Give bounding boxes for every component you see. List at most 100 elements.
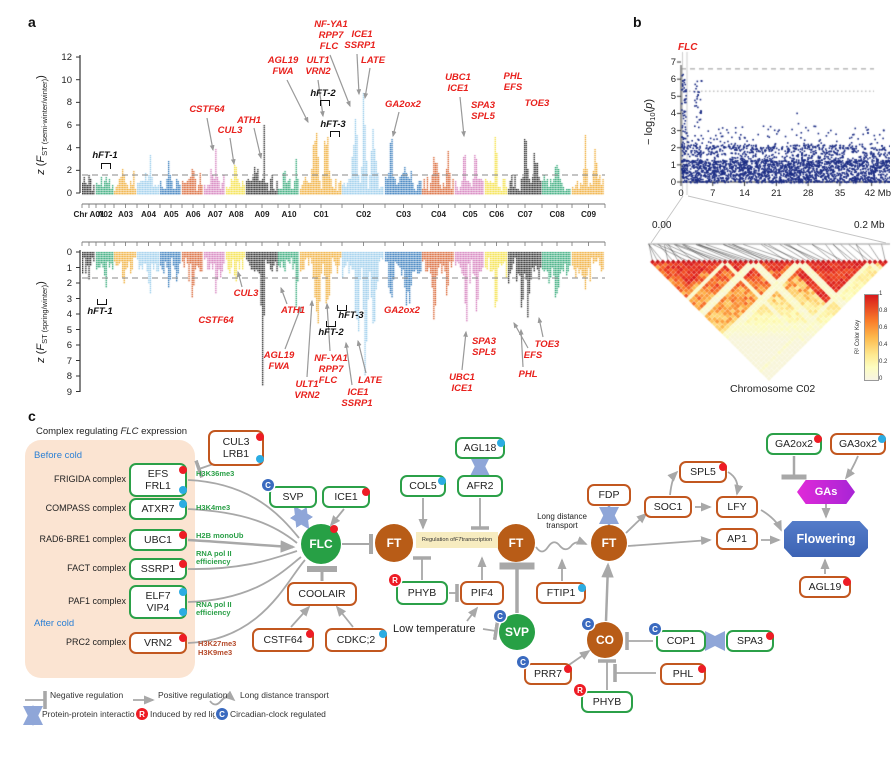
gwas-x-tick-label: 42 Mb [864, 188, 891, 199]
phyb-2: PHYB [581, 691, 633, 713]
gene-label-bottom: SPA3 [471, 336, 497, 347]
gwas-x-tick-label: 21 [771, 188, 782, 199]
ubc1: UBC1 [129, 529, 187, 551]
cop1-badge: C [649, 623, 661, 635]
gene-label-bottom: hFT-2 [318, 327, 344, 338]
ann-h3k36me3: H3K36me3 [196, 469, 235, 478]
cul3-lrb1-dot [256, 433, 264, 441]
cop1: COP1 [656, 630, 706, 652]
spl5-dot [719, 463, 727, 471]
frigida-complex-label: FRIGIDA complex [53, 474, 126, 484]
pp-interaction-arrow [289, 505, 314, 530]
efs-frl1: EFS FRL1 [129, 463, 187, 497]
gas: GAs [797, 480, 855, 504]
gene-label-top: EFS [503, 82, 523, 93]
fst-bottom-tick-label: 3 [66, 293, 72, 305]
positive-regulation-arrow [601, 562, 614, 622]
ga2ox2: GA2ox2 [766, 433, 822, 455]
ubc1-dot [179, 531, 187, 539]
panel-a-label: a [28, 14, 36, 30]
legend-label: Negative regulation [50, 690, 124, 700]
long-distance-label-1: Long distance [537, 512, 587, 521]
gwas-y-tick-label: 0 [670, 177, 676, 188]
fst-bottom-tick-label: 7 [66, 355, 72, 367]
gene-label-top: FLC [319, 41, 339, 52]
gene-label-bottom: SSRP1 [341, 398, 373, 409]
paf1-complex-label: PAF1 complex [68, 596, 126, 606]
fst-top-tick-label: 10 [61, 74, 72, 86]
gene-label-top: CSTF64 [189, 104, 225, 115]
gene-label-bottom: TOE3 [534, 339, 560, 350]
co: CO [587, 622, 623, 658]
after-cold: After cold [34, 618, 75, 629]
spa3-box-dot [766, 632, 774, 640]
prc2-complex-label: PRC2 complex [65, 637, 126, 647]
atxr7-dot [179, 500, 187, 508]
ld-start-coordinate: 0.00 [652, 220, 672, 231]
gwas-axis-label: − log10(p) [642, 99, 658, 145]
afr2: AFR2 [457, 475, 503, 497]
elf7-vip4: ELF7 VIP4 [129, 585, 187, 619]
gene-label-bottom: CUL3 [233, 288, 259, 299]
co-badge: C [582, 618, 594, 630]
svp-box: SVP [269, 486, 317, 508]
gene-label-bottom: GA2ox2 [384, 305, 420, 316]
positive-regulation-arrow [627, 536, 712, 547]
elf7-vip4-dot [179, 588, 187, 596]
gene-bracket [101, 163, 111, 169]
gene-label-top: RPP7 [318, 30, 344, 41]
legend-label: Positive regulation [158, 690, 228, 700]
gwas-x-tick-label: 14 [739, 188, 750, 199]
spa3-box: SPA3 [726, 630, 774, 652]
gene-label-bottom: ICE1 [451, 383, 473, 394]
gwas-x-tick-label: 0 [678, 188, 684, 199]
vrn2-dot [179, 634, 187, 642]
ann-h3k4me3: H3K4me3 [196, 503, 231, 512]
positive-regulation-arrow [535, 536, 588, 553]
gene-bracket [330, 131, 340, 137]
fst-bottom-tick-label: 5 [66, 324, 72, 336]
chrom-axis-label: A10 [281, 210, 297, 219]
gene-label-bottom: LATE [357, 375, 383, 386]
positive-regulation-arrow [290, 605, 311, 628]
gwas-y-tick-label: 4 [670, 108, 676, 120]
ld-end-coordinate: 0.2 Mb [854, 220, 885, 231]
gene-label-bottom: EFS [523, 350, 543, 361]
ann-h2b-monoub: H2B monoUb [196, 531, 244, 540]
cstf64-box: CSTF64 [252, 628, 314, 652]
r2-key-tick-label: 0.8 [879, 308, 888, 314]
ann-rna-pol-2b: efficiency [196, 608, 231, 617]
gene-label-top: ATH1 [236, 115, 262, 126]
flc: FLC [301, 524, 341, 564]
efs-frl1-dot [179, 466, 187, 474]
phyb-1: PHYB [396, 581, 448, 605]
lfy: LFY [716, 496, 758, 518]
gene-label-top: hFT-2 [310, 88, 336, 99]
gene-bracket [326, 321, 336, 327]
gwas-x-tick-label: 7 [710, 188, 716, 199]
gene-label-top: GA2ox2 [385, 99, 421, 110]
fst-bottom-tick-label: 1 [66, 262, 72, 274]
ftip1-dot [578, 584, 586, 592]
chrom-axis-label: C07 [517, 210, 533, 219]
ap1: AP1 [716, 528, 758, 550]
gene-label-bottom: RPP7 [318, 364, 344, 375]
gene-label-bottom: ICE1 [347, 387, 369, 398]
gene-label-bottom: FLC [318, 375, 338, 386]
positive-regulation-arrow [760, 509, 782, 532]
flowering: Flowering [784, 521, 868, 557]
agl19-box: AGL19 [799, 576, 851, 598]
ann-h3k27me3: H3K27me3 [198, 639, 237, 648]
fst-bottom-tick-label: 8 [66, 371, 72, 382]
prr7: PRR7 [524, 663, 572, 685]
chrom-axis-label: A07 [207, 210, 223, 219]
prr7-dot [564, 665, 572, 673]
gwas-y-tick-label: 5 [670, 91, 676, 103]
ssrp1: SSRP1 [129, 558, 187, 580]
gene-label-bottom: UBC1 [449, 372, 475, 383]
legend-label: Long distance transport [240, 690, 329, 700]
manhattan-bottom-canvas [82, 248, 606, 394]
r2-key-tick-label: 1 [879, 291, 883, 297]
r2-key-tick-label: 0.4 [879, 342, 888, 348]
